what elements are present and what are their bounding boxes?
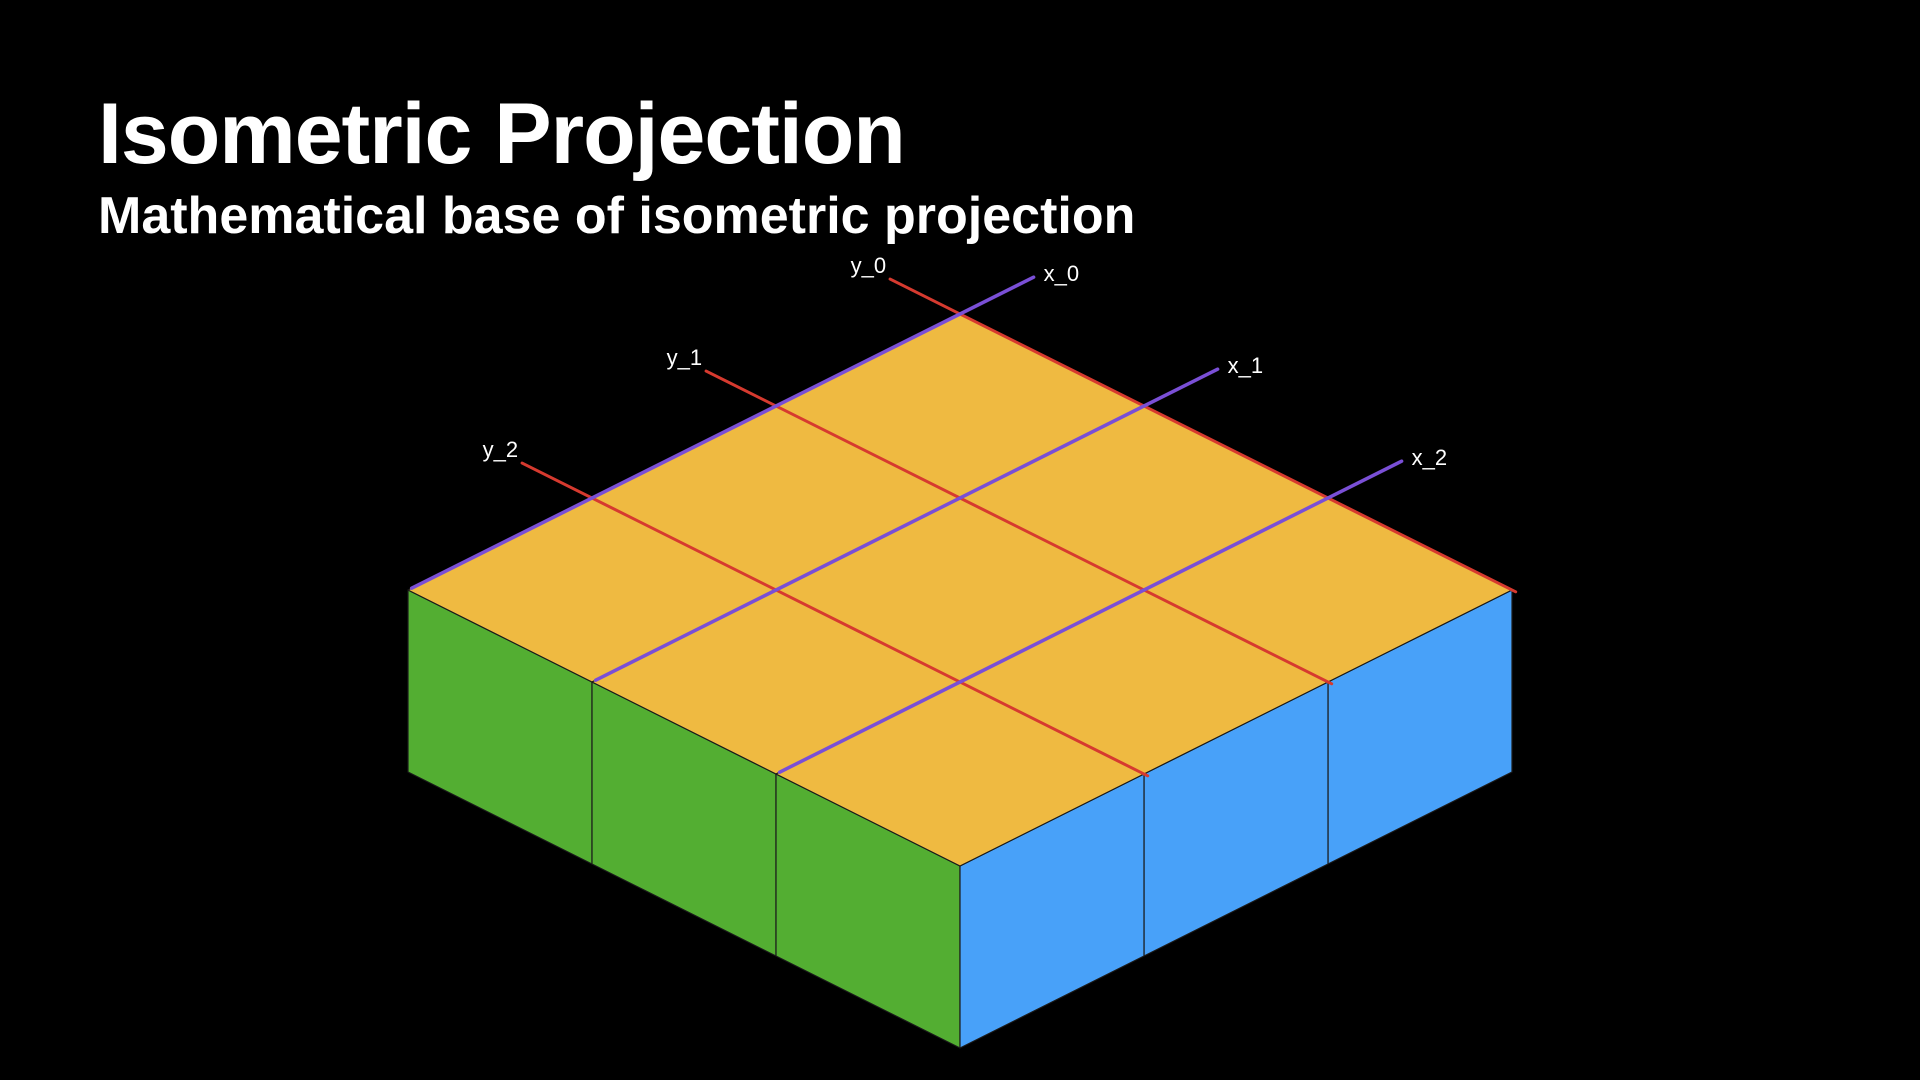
y-axis-lines bbox=[520, 277, 1518, 778]
right-side-faces bbox=[959, 589, 1513, 1049]
axis-label-y1: y_1 bbox=[667, 345, 702, 370]
axis-label-x0: x_0 bbox=[1044, 261, 1079, 286]
slide-title: Isometric Projection bbox=[98, 86, 906, 182]
y-line-2 bbox=[520, 461, 1150, 778]
axis-label-y2: y_2 bbox=[483, 437, 518, 462]
axis-label-y0: y_0 bbox=[851, 253, 886, 278]
axis-labels: y_0 y_1 y_2 x_0 x_1 x_2 bbox=[483, 253, 1447, 470]
x-line-0 bbox=[409, 275, 1036, 590]
axis-label-x1: x_1 bbox=[1228, 353, 1263, 378]
axis-label-x2: x_2 bbox=[1412, 445, 1447, 470]
y-line-1 bbox=[704, 369, 1334, 686]
slide-subtitle: Mathematical base of isometric projectio… bbox=[98, 187, 1136, 245]
y-line-0 bbox=[888, 277, 1518, 594]
x-line-1 bbox=[593, 367, 1220, 682]
x-axis-lines bbox=[409, 275, 1404, 774]
x-line-2 bbox=[777, 459, 1404, 774]
